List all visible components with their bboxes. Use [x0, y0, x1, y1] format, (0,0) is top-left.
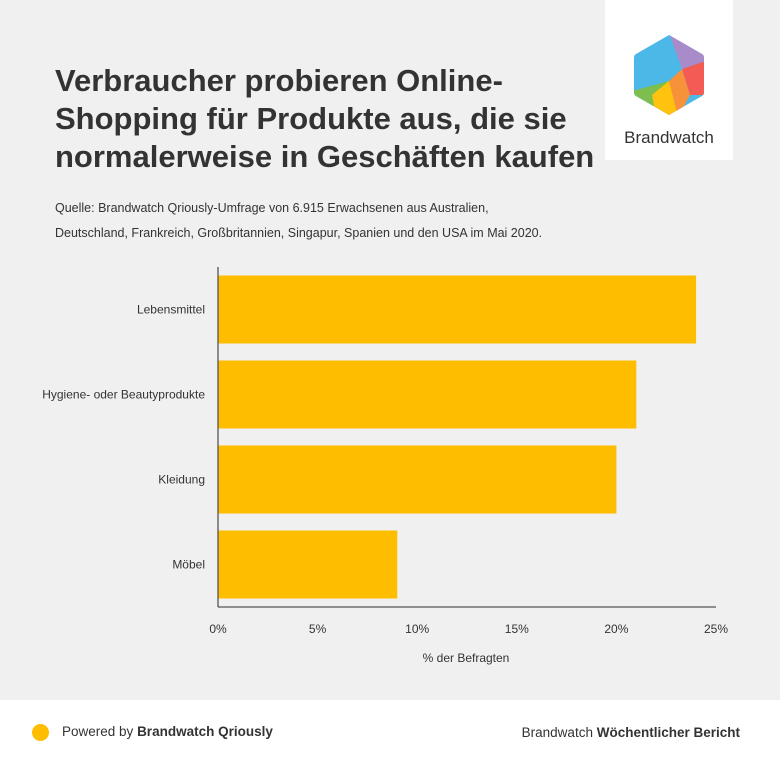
- bar-3: [218, 530, 398, 599]
- bar-chart: Lebensmittel Hygiene- oder Beautyprodukte…: [42, 267, 728, 665]
- title-line: Verbraucher probieren Online-: [55, 63, 503, 98]
- chart-card: Verbraucher probieren Online- Shopping f…: [0, 0, 780, 700]
- footer: Powered by Brandwatch Qriously Brandwatc…: [0, 700, 780, 763]
- x-tick-label: 15%: [505, 622, 529, 636]
- category-label: Möbel: [172, 558, 205, 572]
- title-line: Shopping für Produkte aus, die sie: [55, 101, 567, 136]
- bar-2: [218, 445, 617, 514]
- category-label: Kleidung: [158, 473, 205, 487]
- x-tick-label: 25%: [704, 622, 728, 636]
- powered-prefix: Powered by: [62, 724, 134, 739]
- category-label: Lebensmittel: [137, 303, 205, 317]
- powered-brand: Brandwatch Qriously: [137, 724, 273, 739]
- brand-dot-icon: [32, 724, 49, 741]
- x-tick-label: 0%: [209, 622, 227, 636]
- bar-1: [218, 360, 637, 429]
- chart-title: Verbraucher probieren Online- Shopping f…: [55, 62, 595, 176]
- bar-0: [218, 275, 697, 344]
- brandwatch-logo: Brandwatch: [605, 0, 733, 160]
- report-label: Brandwatch Wöchentlicher Bericht: [522, 725, 740, 740]
- x-tick-label: 20%: [604, 622, 628, 636]
- brandwatch-hexagon-icon: [634, 35, 704, 115]
- x-axis-title: % der Befragten: [423, 651, 510, 665]
- x-tick-label: 5%: [309, 622, 327, 636]
- powered-by: Powered by Brandwatch Qriously: [62, 724, 273, 739]
- x-tick-label: 10%: [405, 622, 429, 636]
- title-line: normalerweise in Geschäften kaufen: [55, 139, 595, 174]
- source-note: Quelle: Brandwatch Qriously-Umfrage von …: [55, 196, 615, 246]
- report-prefix: Brandwatch: [521, 725, 593, 740]
- source-line: Quelle: Brandwatch Qriously-Umfrage von …: [55, 201, 489, 215]
- report-name: Wöchentlicher Bericht: [596, 725, 740, 740]
- source-line: Deutschland, Frankreich, Großbritannien,…: [55, 226, 543, 240]
- logo-text: Brandwatch: [624, 128, 714, 147]
- category-label: Hygiene- oder Beautyprodukte: [42, 388, 205, 402]
